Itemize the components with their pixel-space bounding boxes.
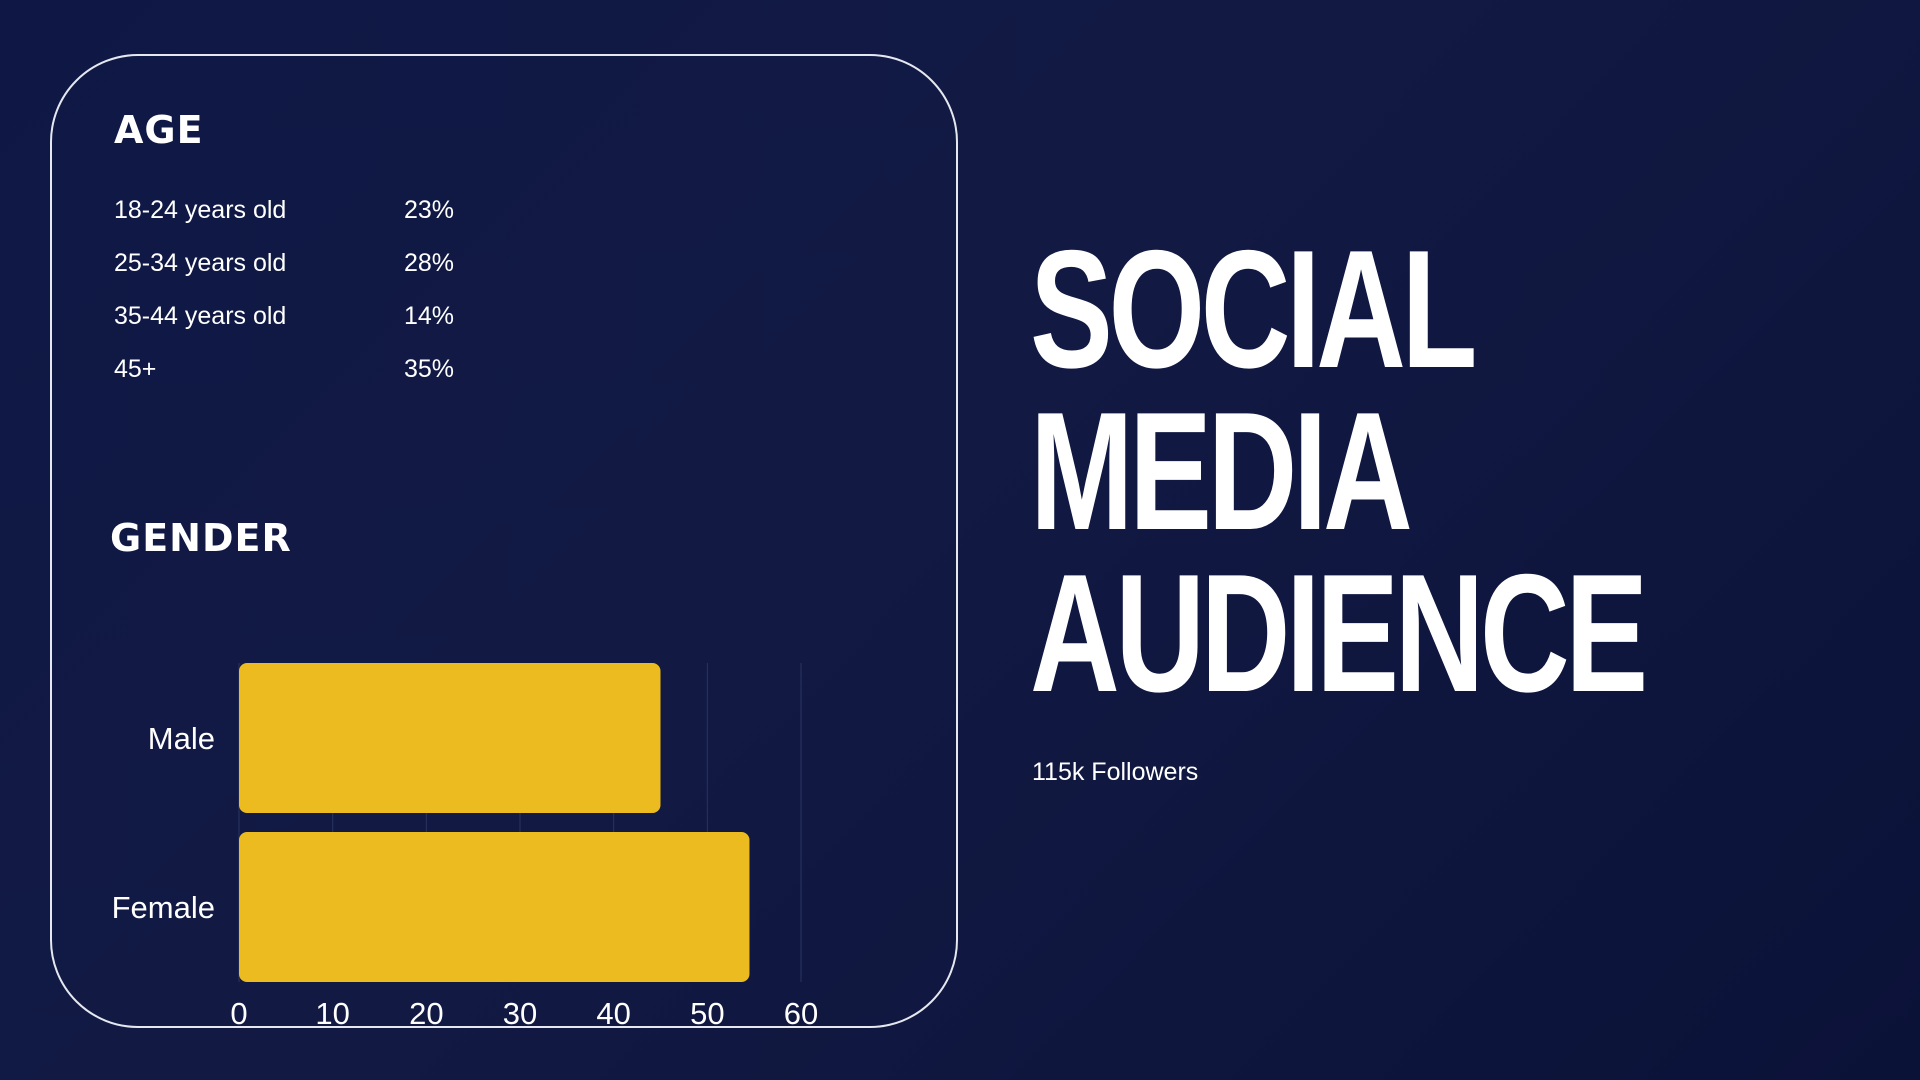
age-row-value: 28% bbox=[403, 249, 454, 277]
gender-section-title: GENDER bbox=[110, 516, 292, 560]
age-row: 35-44 years old 14% bbox=[114, 302, 454, 355]
age-row-label: 18-24 years old bbox=[114, 196, 287, 224]
followers-count: 115k Followers bbox=[1032, 758, 1199, 786]
bar-female bbox=[239, 832, 750, 982]
x-tick-label: 10 bbox=[315, 996, 349, 1031]
x-tick-label: 60 bbox=[784, 996, 818, 1031]
gender-bar-chart: Male Female 0 10 20 30 40 50 60 bbox=[112, 663, 818, 1031]
age-row-value: 35% bbox=[403, 355, 454, 383]
age-list: 18-24 years old 23% 25-34 years old 28% … bbox=[114, 196, 454, 408]
age-row: 18-24 years old 23% bbox=[114, 196, 454, 249]
page-headline: SOCIAL MEDIA AUDIENCE bbox=[1030, 215, 1648, 727]
demographics-card: AGE 18-24 years old 23% 25-34 years old … bbox=[50, 54, 958, 1031]
age-row-value: 14% bbox=[403, 302, 454, 330]
bar-male bbox=[239, 663, 661, 813]
age-row: 25-34 years old 28% bbox=[114, 249, 454, 302]
age-row-value: 23% bbox=[403, 196, 454, 224]
x-tick-label: 20 bbox=[409, 996, 443, 1031]
x-tick-label: 50 bbox=[690, 996, 724, 1031]
age-row-label: 35-44 years old bbox=[114, 302, 287, 330]
category-label-female: Female bbox=[112, 890, 215, 925]
x-tick-label: 0 bbox=[230, 996, 247, 1031]
age-row-label: 25-34 years old bbox=[114, 249, 287, 277]
headline-line-2: MEDIA bbox=[1030, 377, 1413, 565]
x-tick-label: 30 bbox=[503, 996, 537, 1031]
age-section-title: AGE bbox=[114, 108, 204, 152]
age-row-label: 45+ bbox=[114, 355, 157, 383]
age-row: 45+ 35% bbox=[114, 355, 454, 408]
headline-line-3: AUDIENCE bbox=[1030, 539, 1648, 727]
headline-line-1: SOCIAL bbox=[1030, 215, 1477, 403]
category-label-male: Male bbox=[148, 721, 215, 756]
x-tick-label: 40 bbox=[596, 996, 630, 1031]
